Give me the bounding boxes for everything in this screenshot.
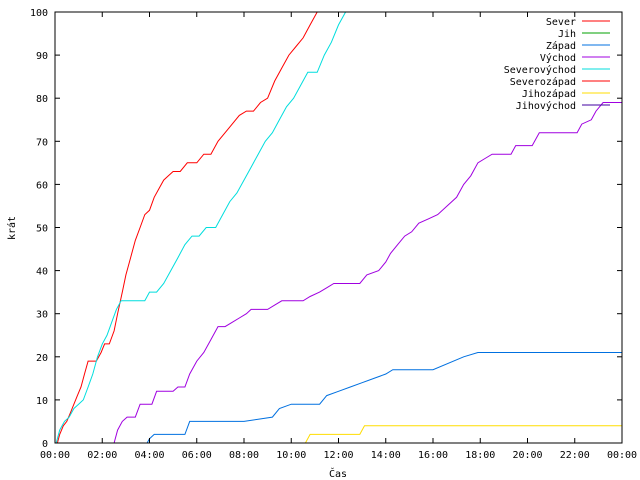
y-tick-label: 30	[36, 310, 48, 321]
axis-ticks: 00:00 02:00 04:00 06:00 08:00 10:00 12:00 14:00…	[30, 8, 637, 461]
x-tick-label: 10:00	[276, 450, 306, 461]
x-tick-label: 22:00	[560, 450, 590, 461]
legend-label: Jih	[558, 29, 576, 40]
x-tick-label: 12:00	[323, 450, 353, 461]
x-tick-label: 18:00	[465, 450, 495, 461]
x-tick-label: 00:00	[40, 450, 70, 461]
series-line-4	[55, 11, 347, 444]
y-tick-label: 80	[36, 94, 48, 105]
series-line-6	[304, 425, 622, 444]
y-tick-label: 0	[42, 439, 48, 450]
legend-label: Severovýchod	[504, 64, 576, 76]
x-tick-label: 14:00	[371, 450, 401, 461]
y-tick-label: 60	[36, 180, 48, 191]
legend-label: Sever	[546, 17, 576, 28]
series-line-2	[146, 352, 622, 444]
y-tick-label: 20	[36, 353, 48, 364]
series-line-0	[56, 11, 318, 444]
legend: SeverJihZápadVýchodSeverovýchodSeverozáp…	[504, 17, 610, 112]
x-tick-label: 06:00	[182, 450, 212, 461]
y-tick-label: 90	[36, 51, 48, 62]
x-axis-label: Čas	[329, 467, 347, 480]
x-tick-label: 20:00	[512, 450, 542, 461]
series-layer	[55, 11, 622, 444]
y-tick-label: 70	[36, 137, 48, 148]
x-tick-label: 00:00	[607, 450, 637, 461]
legend-label: Východ	[540, 52, 576, 64]
y-tick-label: 40	[36, 267, 48, 278]
legend-label: Jihozápad	[522, 88, 576, 100]
x-tick-label: 02:00	[87, 450, 117, 461]
x-tick-label: 08:00	[229, 450, 259, 461]
x-tick-label: 16:00	[418, 450, 448, 461]
legend-label: Jihovýchod	[516, 100, 576, 112]
y-tick-label: 50	[36, 224, 48, 235]
y-tick-label: 100	[30, 8, 48, 19]
series-line-3	[113, 102, 622, 444]
y-tick-label: 10	[36, 396, 48, 407]
legend-label: Západ	[546, 40, 576, 52]
y-axis-label: krát	[6, 216, 18, 240]
x-tick-label: 04:00	[134, 450, 164, 461]
legend-label: Severozápad	[510, 76, 576, 88]
